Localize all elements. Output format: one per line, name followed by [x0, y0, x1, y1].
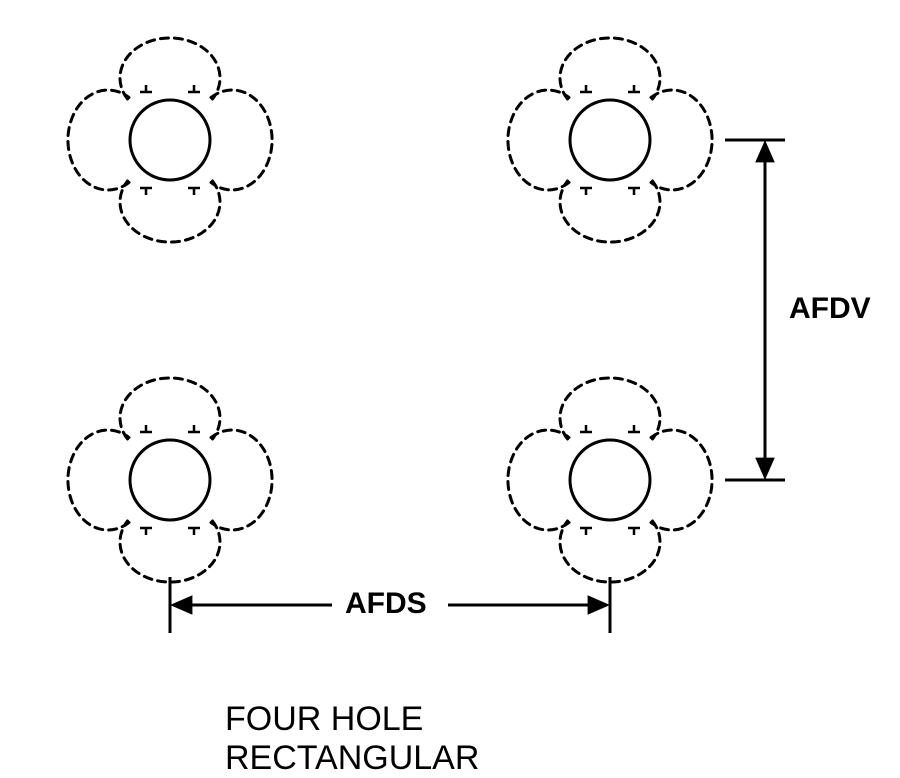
hole-assembly [508, 378, 712, 582]
tick-mark [188, 528, 200, 535]
dimension-afdv-label: AFDV [789, 292, 871, 326]
diagram-title: FOUR HOLE RECTANGULAR [225, 700, 675, 778]
afds-arrow-right [588, 595, 610, 615]
tick-mark [188, 85, 200, 92]
slot-lobe-bottom [120, 521, 220, 582]
slot-lobe-right [651, 90, 712, 190]
diagram-container: FOUR HOLE RECTANGULAR AFDS AFDV [0, 0, 900, 772]
hole-assembly [508, 38, 712, 242]
hole-assembly [68, 38, 272, 242]
slot-lobe-right [211, 90, 272, 190]
slot-lobe-top [120, 38, 220, 99]
slot-lobe-bottom [120, 181, 220, 242]
slot-lobe-bottom [560, 181, 660, 242]
hole-circle [130, 440, 210, 520]
tick-mark [140, 85, 152, 92]
afdv-arrow-top [755, 140, 775, 162]
slot-lobe-right [211, 430, 272, 530]
tick-mark [628, 528, 640, 535]
slot-lobe-top [560, 38, 660, 99]
tick-mark [628, 425, 640, 432]
afdv-arrow-bottom [755, 458, 775, 480]
tick-mark [628, 188, 640, 195]
tick-mark [580, 528, 592, 535]
slot-lobe-top [120, 378, 220, 439]
diagram-svg [0, 0, 900, 772]
tick-mark [628, 85, 640, 92]
slot-lobe-bottom [560, 521, 660, 582]
tick-mark [140, 528, 152, 535]
tick-mark [580, 85, 592, 92]
hole-assembly [68, 378, 272, 582]
slot-lobe-top [560, 378, 660, 439]
hole-circle [570, 100, 650, 180]
slot-lobe-right [651, 430, 712, 530]
tick-mark [580, 425, 592, 432]
afds-arrow-left [170, 595, 192, 615]
slot-lobe-left [68, 430, 129, 530]
tick-mark [140, 425, 152, 432]
hole-circle [130, 100, 210, 180]
tick-mark [188, 188, 200, 195]
dimension-afds-label: AFDS [345, 587, 427, 621]
slot-lobe-left [508, 90, 569, 190]
slot-lobe-left [508, 430, 569, 530]
tick-mark [188, 425, 200, 432]
hole-circle [570, 440, 650, 520]
tick-mark [580, 188, 592, 195]
slot-lobe-left [68, 90, 129, 190]
tick-mark [140, 188, 152, 195]
